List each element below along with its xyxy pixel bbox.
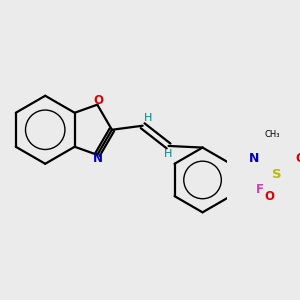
Text: S: S <box>272 168 281 181</box>
Text: O: O <box>264 190 274 202</box>
Text: O: O <box>93 94 103 107</box>
Text: H: H <box>144 113 152 123</box>
Text: N: N <box>93 152 103 165</box>
Text: CH₃: CH₃ <box>265 130 280 140</box>
Text: F: F <box>256 183 264 196</box>
Text: H: H <box>164 149 172 159</box>
Text: N: N <box>249 152 259 165</box>
Text: O: O <box>295 152 300 165</box>
